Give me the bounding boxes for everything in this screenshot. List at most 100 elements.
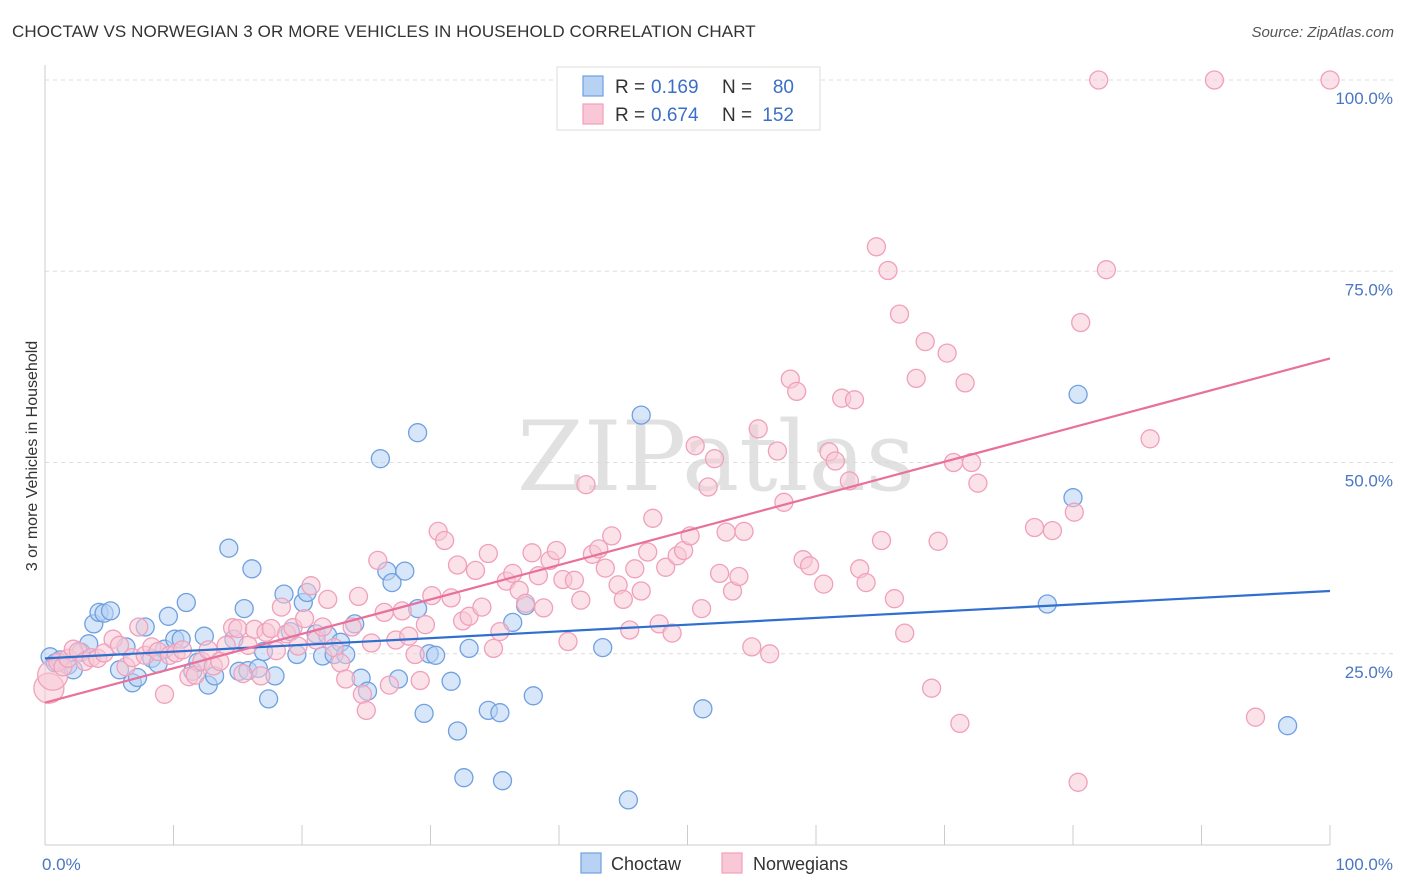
norwegian-point xyxy=(1068,772,1088,792)
x-tick-labels: 0.0% 100.0% xyxy=(42,855,1393,874)
legend-swatch xyxy=(582,103,604,125)
norwegian-point xyxy=(1204,70,1225,90)
norwegian-point xyxy=(698,477,718,497)
choctaw-point xyxy=(158,606,179,626)
norwegian-point xyxy=(228,618,248,639)
norwegian-point xyxy=(399,626,419,646)
norwegian-point xyxy=(638,542,658,562)
choctaw-point xyxy=(1068,384,1088,405)
norwegian-point xyxy=(356,700,376,721)
norwegian-point xyxy=(434,530,455,551)
legend-n-label: N = xyxy=(722,77,752,98)
norwegian-point xyxy=(825,451,845,471)
norwegian-point xyxy=(921,678,942,698)
norwegian-point xyxy=(937,343,957,363)
norwegian-point xyxy=(129,617,149,637)
choctaw-point xyxy=(447,721,468,741)
norwegian-point xyxy=(490,621,510,642)
legend-r-value: 0.674 xyxy=(651,105,699,126)
norwegian-point xyxy=(415,615,436,635)
legend-r-value: 0.169 xyxy=(651,77,699,98)
norwegian-point xyxy=(546,540,567,561)
norwegian-point xyxy=(915,331,935,352)
norwegian-point xyxy=(1089,70,1109,90)
y-tick-labels: 25.0% 50.0% 75.0% 100.0% xyxy=(1335,89,1393,682)
legend-n-value: 80 xyxy=(773,77,794,98)
norwegian-point xyxy=(631,581,651,601)
norwegian-point xyxy=(483,638,504,659)
norwegian-point xyxy=(336,669,356,689)
choctaw-point xyxy=(100,601,121,621)
norwegian-point xyxy=(656,557,676,577)
norwegian-point xyxy=(410,670,430,691)
norwegian-point xyxy=(330,653,351,673)
norwegian-point xyxy=(1140,429,1160,449)
norwegian-point xyxy=(564,570,585,590)
norwegian-point xyxy=(950,713,970,734)
y-axis-title: 3 or more Vehicles in Household xyxy=(24,341,41,571)
norwegian-trend-line xyxy=(44,357,1331,704)
norwegian-point xyxy=(662,623,682,643)
norwegian-point xyxy=(1064,502,1084,522)
norwegian-point xyxy=(266,641,286,661)
bottom-legend-label: Choctaw xyxy=(611,854,682,874)
norwegian-point xyxy=(742,637,762,657)
norwegian-point xyxy=(1245,707,1266,727)
norwegian-point xyxy=(368,550,388,571)
norwegian-point xyxy=(928,531,948,551)
norwegian-point xyxy=(685,436,705,456)
norwegian-point xyxy=(271,597,292,617)
choctaw-point xyxy=(425,645,446,665)
data-points xyxy=(33,70,1340,810)
norwegian-point xyxy=(643,508,663,528)
norwegian-point xyxy=(352,684,373,704)
norwegian-point xyxy=(760,644,780,664)
norwegian-point xyxy=(465,560,486,581)
legend-r-label: R = xyxy=(615,77,645,98)
norwegian-point xyxy=(889,304,910,324)
norwegian-point xyxy=(379,675,400,695)
norwegian-point xyxy=(301,576,321,596)
axes xyxy=(44,65,1331,846)
norwegian-point xyxy=(154,684,175,704)
norwegian-point xyxy=(571,590,591,610)
norwegian-point xyxy=(233,663,253,684)
norwegian-point xyxy=(943,452,964,473)
norwegian-point xyxy=(871,530,892,551)
norwegian-point xyxy=(799,556,820,576)
choctaw-point xyxy=(523,686,543,706)
norwegian-point xyxy=(1071,312,1091,333)
norwegian-point xyxy=(1024,517,1045,538)
x-tick-label: 0.0% xyxy=(42,855,81,874)
norwegian-point xyxy=(1096,260,1117,280)
norwegian-point xyxy=(729,566,749,587)
norwegian-point xyxy=(1042,520,1063,541)
choctaw-point xyxy=(441,671,461,691)
choctaw-point xyxy=(407,423,428,443)
norwegian-point xyxy=(533,598,554,618)
choctaw-point xyxy=(459,638,479,659)
norwegian-point xyxy=(447,555,468,575)
norwegian-point xyxy=(558,631,578,652)
bottom-legend-label: Norwegians xyxy=(753,854,848,874)
chart-title: CHOCTAW VS NORWEGIAN 3 OR MORE VEHICLES … xyxy=(12,22,756,41)
norwegian-point xyxy=(348,586,369,607)
norwegian-point xyxy=(625,559,645,579)
choctaw-trend-line xyxy=(44,589,1331,660)
norwegian-point xyxy=(709,563,730,584)
trend-lines xyxy=(44,357,1331,704)
norwegian-point xyxy=(691,598,712,619)
norwegian-point xyxy=(716,522,736,542)
norwegian-point xyxy=(734,521,754,542)
y-tick-label: 25.0% xyxy=(1345,663,1393,682)
norwegian-point xyxy=(251,666,271,686)
norwegian-point xyxy=(748,419,768,439)
norwegian-point xyxy=(1320,70,1340,90)
norwegian-point xyxy=(844,390,865,410)
norwegian-point xyxy=(318,589,338,610)
norwegian-point xyxy=(856,572,876,593)
norwegian-point xyxy=(294,608,315,629)
choctaw-point xyxy=(693,699,713,719)
norwegian-point xyxy=(522,543,542,563)
legend-swatch xyxy=(582,75,604,97)
